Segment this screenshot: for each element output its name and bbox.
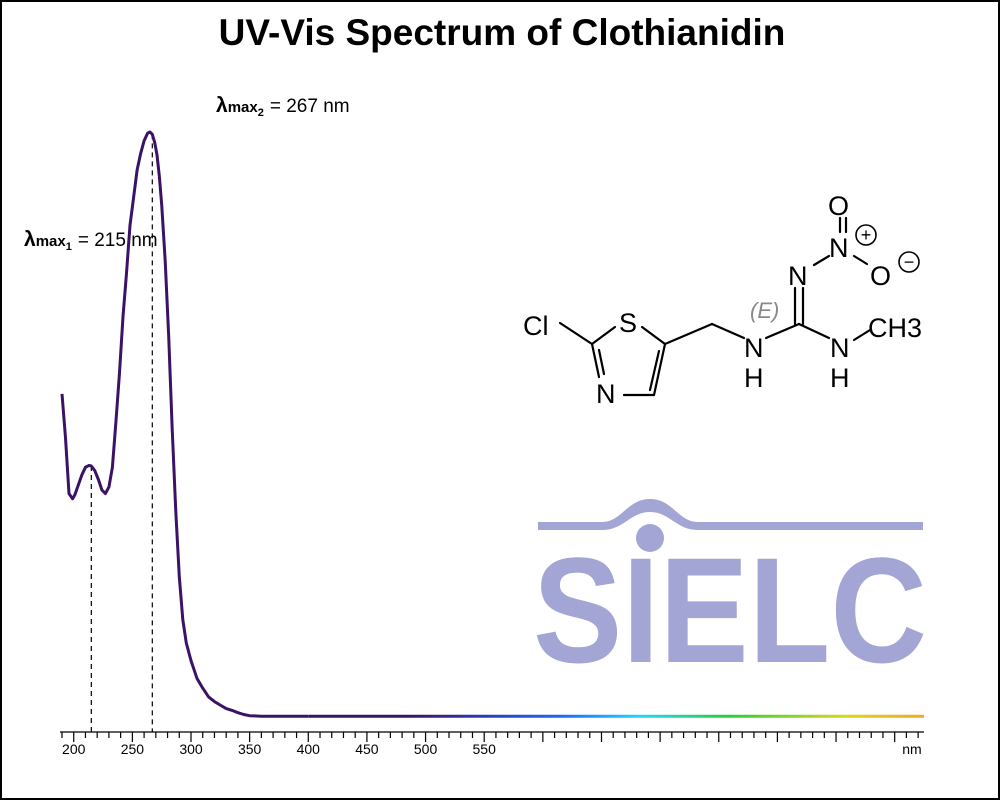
atom-cl: Cl: [523, 311, 549, 341]
peak-annotation-2: λmax2 = 267 nm: [216, 94, 350, 119]
chart-title: UV-Vis Spectrum of Clothianidin: [218, 12, 786, 53]
x-tick-label: 200: [62, 741, 86, 757]
clothianidin-structure: Cl S N N H N N H CH3 N O O + − (E): [523, 191, 922, 409]
atom-n-imine: N: [788, 261, 808, 291]
peak-annotation-1: λmax1 = 215 nm: [24, 228, 158, 253]
stereo-descriptor: (E): [750, 298, 779, 323]
atom-nh2-h: H: [830, 363, 850, 393]
logo-arch: [538, 499, 923, 530]
peak-guides: [90, 134, 153, 732]
logo-dot: [636, 524, 664, 552]
atom-nh1-n: N: [744, 333, 764, 363]
sielc-logo: SIELC: [533, 499, 927, 694]
negative-charge-ring: [898, 251, 920, 273]
atom-s: S: [619, 308, 637, 338]
x-tick-label: 450: [355, 741, 379, 757]
x-tick-label: 250: [121, 741, 145, 757]
x-tick-label: 500: [414, 741, 438, 757]
x-tick-label: 300: [179, 741, 203, 757]
spectrum-line-uv: [60, 130, 309, 718]
positive-charge-sign: +: [861, 225, 872, 245]
atom-n-ring: N: [596, 379, 616, 409]
x-axis-unit-label: nm: [902, 741, 921, 757]
x-axis-ticks: [61, 732, 919, 742]
x-tick-label: 350: [238, 741, 262, 757]
atom-n-nitro: N: [829, 233, 849, 263]
atom-o-minus: O: [870, 261, 891, 291]
x-axis-tick-labels: 200 250 300 350 400 450 500 550: [62, 741, 496, 757]
atom-o-top: O: [828, 191, 849, 221]
logo-text: SIELC: [533, 526, 927, 694]
x-tick-label: 550: [473, 741, 497, 757]
negative-charge-sign: −: [904, 252, 915, 272]
atom-nh2-n: N: [830, 333, 850, 363]
atom-nh1-h: H: [744, 363, 764, 393]
atom-ch3: CH3: [868, 313, 922, 343]
x-tick-label: 400: [297, 741, 321, 757]
structure-bonds: [558, 216, 872, 397]
positive-charge-ring: [855, 224, 877, 246]
